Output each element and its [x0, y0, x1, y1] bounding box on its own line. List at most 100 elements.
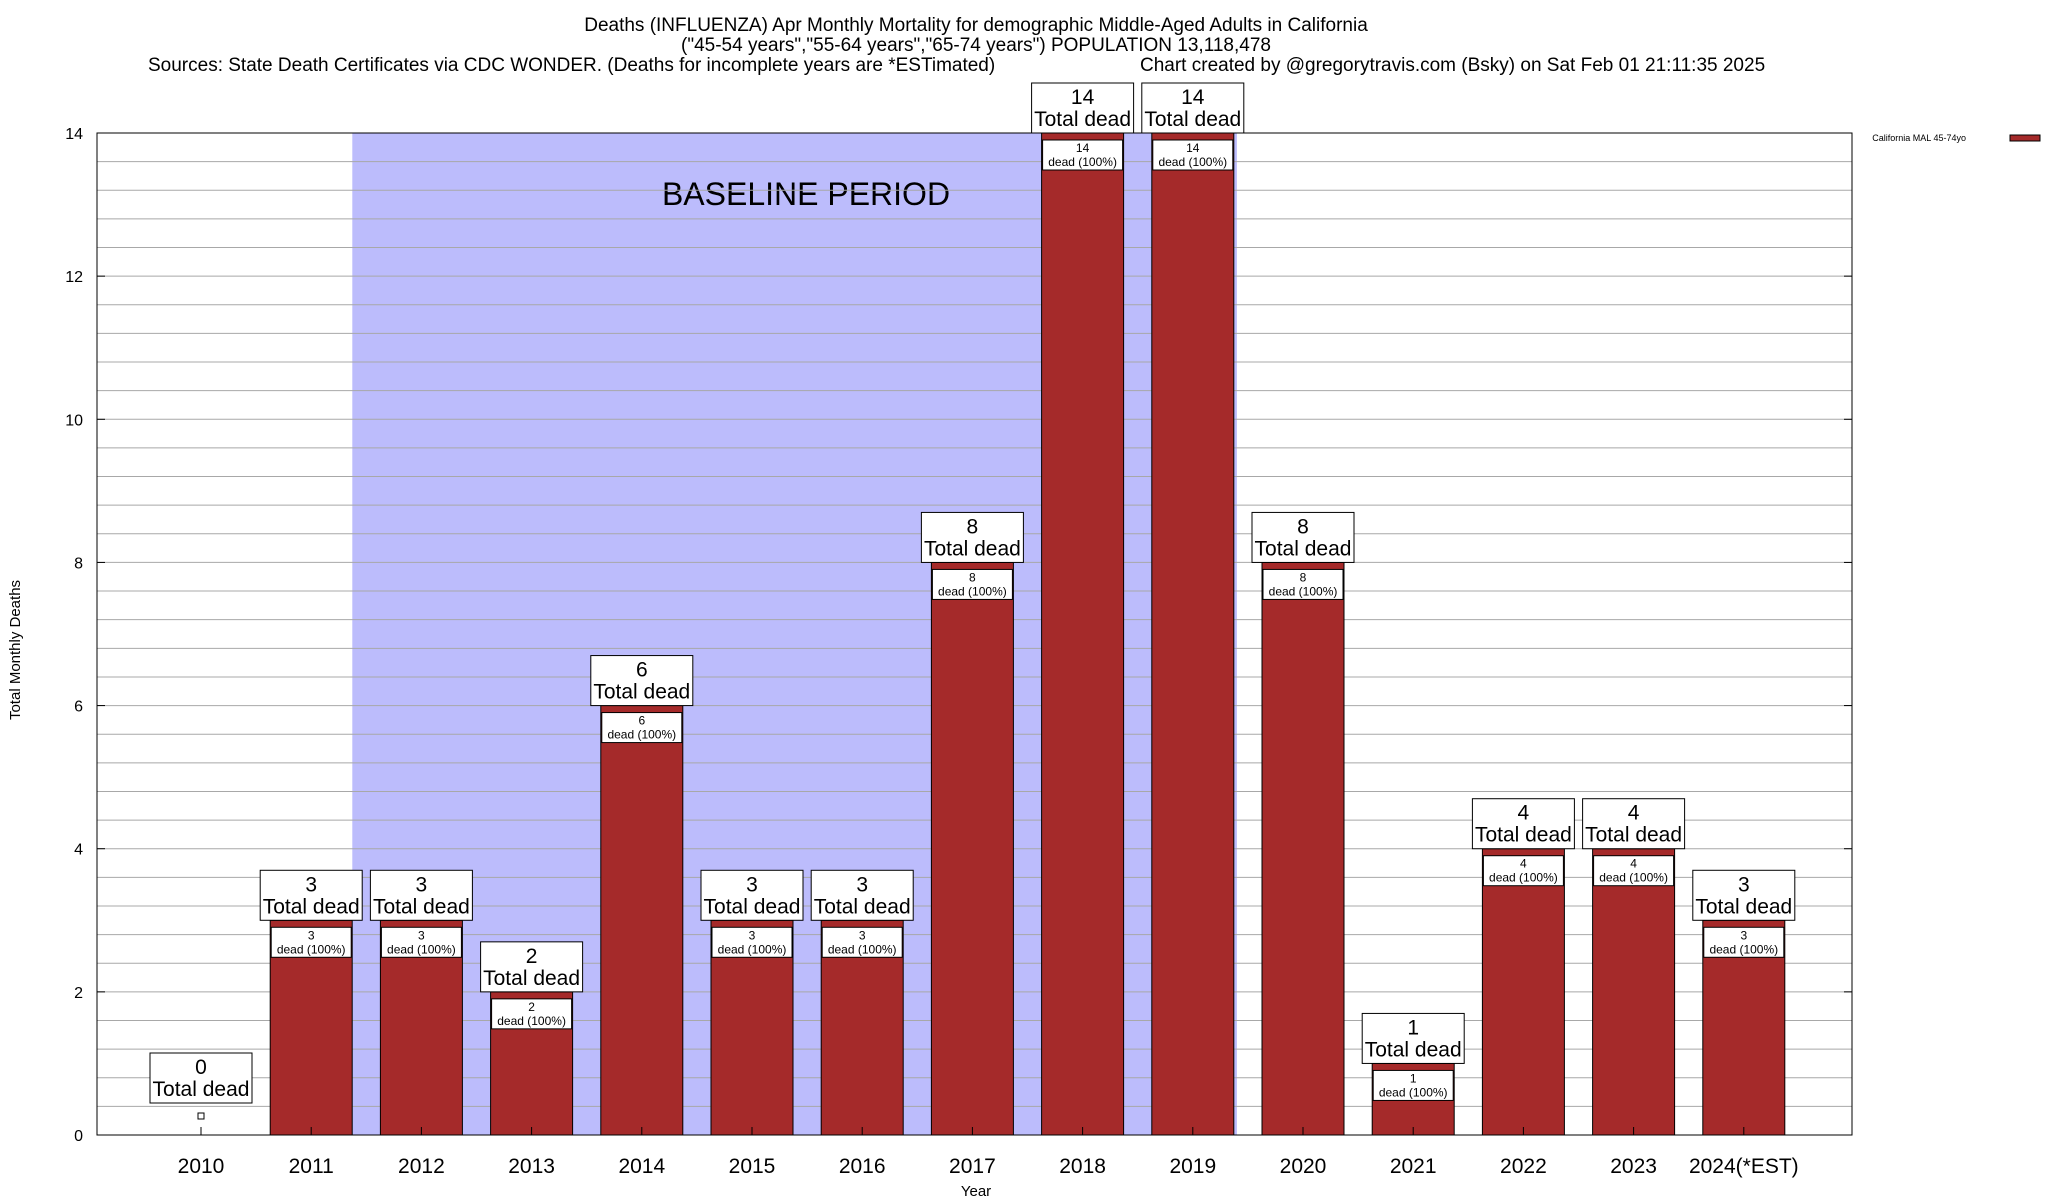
inner-label-value: 14 — [1186, 141, 1200, 155]
inner-label-value: 2 — [528, 1000, 535, 1014]
inner-label-text: dead (100%) — [387, 942, 456, 956]
total-label-box — [1582, 798, 1686, 850]
inner-label-value: 3 — [418, 928, 425, 942]
total-label-box — [1251, 511, 1355, 563]
total-label-box — [1471, 798, 1575, 850]
x-tick-label: 2017 — [949, 1155, 996, 1178]
y-tick-label: 10 — [65, 412, 83, 429]
y-tick-label: 8 — [74, 555, 83, 572]
inner-label-text: dead (100%) — [1048, 155, 1117, 169]
inner-label-box — [601, 712, 683, 744]
inner-label-value: 4 — [1630, 857, 1637, 871]
inner-label-box — [1152, 139, 1234, 171]
total-label-value: 4 — [1518, 802, 1530, 825]
x-tick-label: 2016 — [839, 1155, 886, 1178]
inner-label-text: dead (100%) — [828, 942, 897, 956]
inner-label-value: 3 — [1740, 928, 1747, 942]
total-label-text: Total dead — [263, 895, 360, 918]
title-line-4: Chart created by @gregorytravis.com (Bsk… — [1140, 55, 1765, 76]
y-tick-label: 6 — [74, 699, 83, 716]
total-label-box — [590, 655, 694, 707]
legend-label: California MAL 45-74yo — [1872, 133, 1966, 143]
x-axis-label: Year — [961, 1183, 991, 1200]
total-label-box — [1031, 82, 1135, 134]
inner-label-text: dead (100%) — [1709, 942, 1778, 956]
x-axis: 2010 2011 2012 2013 2014 2015 2016 2017 2018 2019… — [178, 1127, 1799, 1178]
x-tick-label: 2013 — [508, 1155, 555, 1178]
total-label-text: Total dead — [153, 1078, 250, 1101]
total-label-box — [149, 1052, 253, 1104]
x-tick-label: 2014 — [618, 1155, 665, 1178]
inner-label-box — [1703, 926, 1785, 958]
inner-label-value: 1 — [1410, 1071, 1417, 1085]
total-label-box — [1361, 1012, 1465, 1064]
x-tick-label: 2019 — [1169, 1155, 1216, 1178]
total-label-text: Total dead — [1475, 824, 1572, 847]
inner-label-box — [931, 568, 1013, 600]
inner-label-text: dead (100%) — [1599, 871, 1668, 885]
inner-label-box — [1593, 855, 1675, 887]
bar — [1481, 848, 1565, 1136]
total-label-box — [259, 869, 363, 921]
zero-marker — [197, 1112, 205, 1120]
legend-swatch — [2009, 134, 2041, 142]
bar — [930, 561, 1014, 1136]
inner-label-box — [491, 998, 573, 1030]
inner-label-value: 8 — [969, 570, 976, 584]
inner-label-text: dead (100%) — [1489, 871, 1558, 885]
total-label-text: Total dead — [814, 895, 911, 918]
y-axis-label: Total Monthly Deaths — [7, 580, 24, 720]
total-label-value: 8 — [1297, 515, 1309, 538]
x-tick-label: 2015 — [729, 1155, 776, 1178]
title-line-3: Sources: State Death Certificates via CD… — [148, 55, 995, 76]
inner-label-value: 3 — [749, 928, 756, 942]
y-tick-label: 2 — [74, 985, 83, 1002]
x-tick-label: 2024(*EST) — [1689, 1155, 1799, 1178]
total-label-value: 1 — [1407, 1016, 1419, 1039]
total-label-value: 14 — [1071, 86, 1095, 109]
x-tick-label: 2020 — [1280, 1155, 1327, 1178]
legend: California MAL 45-74yo — [1872, 133, 2041, 143]
inner-label-value: 8 — [1300, 570, 1307, 584]
total-label-text: Total dead — [1255, 537, 1352, 560]
inner-label-text: dead (100%) — [277, 942, 346, 956]
total-label-text: Total dead — [704, 895, 801, 918]
y-tick-label: 14 — [65, 126, 83, 143]
bar — [1041, 132, 1125, 1136]
total-label-value: 2 — [526, 945, 538, 968]
inner-label-value: 3 — [308, 928, 315, 942]
total-label-value: 3 — [305, 873, 317, 896]
total-label-value: 0 — [195, 1056, 207, 1079]
x-tick-label: 2018 — [1059, 1155, 1106, 1178]
total-label-value: 3 — [1738, 873, 1750, 896]
inner-label-value: 6 — [638, 714, 645, 728]
total-label-value: 6 — [636, 659, 648, 682]
bar — [600, 705, 684, 1136]
inner-label-box — [1262, 568, 1344, 600]
x-tick-label: 2023 — [1610, 1155, 1657, 1178]
inner-label-box — [1372, 1069, 1454, 1101]
inner-label-box — [1042, 139, 1124, 171]
total-label-text: Total dead — [1585, 824, 1682, 847]
inner-label-text: dead (100%) — [1269, 584, 1338, 598]
